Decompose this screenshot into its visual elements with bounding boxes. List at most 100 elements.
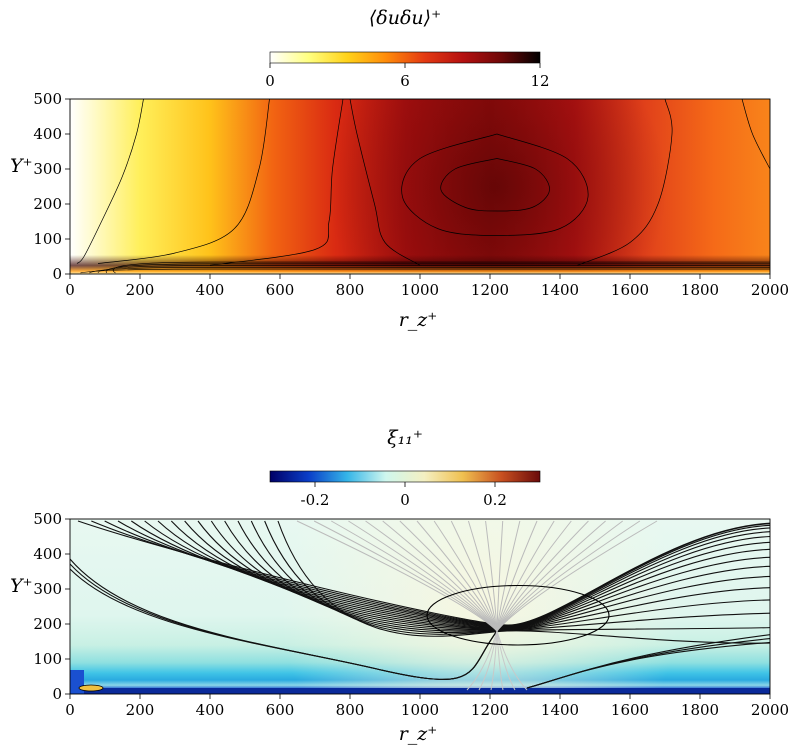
streamline-grey bbox=[496, 520, 521, 632]
colorbar-tick-label: -0.2 bbox=[301, 491, 330, 509]
colorbar-tick-label: 0.2 bbox=[483, 491, 507, 509]
streamline-grey bbox=[496, 520, 572, 632]
top-y-axis-label: Y⁺ bbox=[10, 155, 33, 177]
streamline-grey bbox=[478, 630, 498, 691]
bottom-axes: 0 200 400 600 800 1000 1200 1400 1600 1800 2000 0 10… bbox=[33, 510, 788, 719]
chart-top: ⟨δuδu⟩⁺ 0 6 12 0 200 400 600 800 1000 1200 1400 16… bbox=[10, 7, 788, 331]
top-x-axis-label: r_z⁺ bbox=[399, 309, 438, 331]
y-tick-label: 500 bbox=[33, 90, 62, 108]
near-wall-contour bbox=[89, 267, 770, 274]
y-tick-label: 400 bbox=[33, 125, 62, 143]
streamline-grey bbox=[399, 520, 498, 632]
x-tick-label: 1400 bbox=[541, 281, 579, 299]
contour-line bbox=[97, 99, 270, 264]
x-tick-label: 2000 bbox=[751, 281, 788, 299]
streamline-grey bbox=[485, 520, 498, 632]
x-tick-label: 1400 bbox=[541, 701, 579, 719]
y-tick-label: 200 bbox=[33, 195, 62, 213]
bottom-y-axis-label: Y⁺ bbox=[10, 575, 33, 597]
top-contour-lines bbox=[76, 99, 770, 274]
streamline-grey bbox=[365, 520, 498, 632]
y-tick-label: 300 bbox=[33, 580, 62, 598]
bottom-chart-title: ξ₁₁⁺ bbox=[387, 427, 423, 449]
streamline bbox=[277, 520, 770, 644]
x-tick-label: 1200 bbox=[471, 701, 509, 719]
top-colorbar-ticks: 0 6 12 bbox=[265, 63, 550, 90]
near-wall-positive-region bbox=[78, 684, 104, 692]
bottom-x-axis-label: r_z⁺ bbox=[399, 723, 438, 745]
streamline-grey bbox=[496, 520, 606, 632]
y-tick-label: 0 bbox=[52, 685, 62, 703]
colorbar-tick-label: 6 bbox=[400, 72, 410, 90]
x-tick-label: 800 bbox=[336, 701, 365, 719]
x-tick-label: 0 bbox=[65, 701, 75, 719]
x-tick-label: 800 bbox=[336, 281, 365, 299]
bottom-contour-ellipse bbox=[426, 584, 610, 646]
streamline-grey bbox=[296, 520, 498, 632]
streamline-grey bbox=[496, 520, 658, 632]
contour-line bbox=[209, 99, 344, 266]
top-colorbar bbox=[269, 51, 541, 64]
x-tick-label: 600 bbox=[266, 701, 295, 719]
bottom-heatmap bbox=[70, 519, 770, 694]
top-chart-title: ⟨δuδu⟩⁺ bbox=[369, 7, 441, 29]
streamline-grey bbox=[382, 520, 498, 632]
x-tick-label: 1200 bbox=[471, 281, 509, 299]
x-tick-label: 1000 bbox=[401, 701, 439, 719]
contour-line bbox=[577, 99, 673, 266]
streamline-grey bbox=[496, 520, 538, 632]
streamline-grey bbox=[348, 520, 498, 632]
near-wall-contour bbox=[80, 268, 770, 274]
x-tick-label: 400 bbox=[196, 281, 225, 299]
x-tick-label: 1800 bbox=[681, 281, 719, 299]
x-tick-label: 600 bbox=[266, 281, 295, 299]
near-wall-contour bbox=[97, 265, 770, 274]
streamline-grey bbox=[496, 520, 504, 632]
x-tick-label: 200 bbox=[126, 701, 155, 719]
streamline-grey bbox=[496, 630, 516, 691]
streamline-grey bbox=[467, 520, 498, 632]
y-tick-label: 500 bbox=[33, 510, 62, 528]
streamline-grey bbox=[490, 630, 498, 691]
colorbar-tick-label: 12 bbox=[530, 72, 549, 90]
bottom-colorbar-ticks: -0.2 0 0.2 bbox=[301, 482, 507, 509]
streamline-grey bbox=[496, 630, 504, 691]
y-tick-label: 200 bbox=[33, 615, 62, 633]
bottom-colorbar bbox=[269, 470, 541, 483]
streamline-grey bbox=[496, 520, 624, 632]
streamline-grey bbox=[496, 630, 528, 691]
x-tick-label: 0 bbox=[65, 281, 75, 299]
x-tick-label: 1600 bbox=[611, 701, 649, 719]
bottom-streamlines bbox=[70, 520, 770, 691]
streamline-grey bbox=[496, 520, 555, 632]
contour-line bbox=[76, 99, 144, 264]
colorbar-tick-label: 0 bbox=[265, 72, 275, 90]
y-tick-label: 100 bbox=[33, 650, 62, 668]
y-tick-label: 100 bbox=[33, 230, 62, 248]
y-tick-label: 0 bbox=[52, 265, 62, 283]
contour-line bbox=[440, 158, 550, 212]
top-heatmap bbox=[70, 99, 770, 274]
streamline-grey bbox=[496, 520, 641, 632]
streamline-grey bbox=[450, 520, 498, 632]
y-tick-label: 300 bbox=[33, 160, 62, 178]
chart-bottom: ξ₁₁⁺ -0.2 0 0.2 0 200 400 600 800 1000 1200 1400 1… bbox=[10, 427, 788, 745]
colorbar-tick-label: 0 bbox=[400, 491, 410, 509]
streamline bbox=[526, 641, 770, 689]
x-tick-label: 2000 bbox=[751, 701, 788, 719]
contour-line bbox=[401, 133, 589, 236]
near-wall-contour bbox=[105, 263, 770, 274]
top-axes: 0 200 400 600 800 1000 1200 1400 1600 1800 2000 0 10… bbox=[33, 90, 788, 299]
x-tick-label: 1800 bbox=[681, 701, 719, 719]
streamline-grey bbox=[416, 520, 498, 632]
streamline-grey bbox=[331, 520, 498, 632]
x-tick-label: 1000 bbox=[401, 281, 439, 299]
streamline bbox=[70, 568, 498, 680]
y-tick-label: 400 bbox=[33, 545, 62, 563]
streamline-grey bbox=[313, 520, 498, 632]
streamline-grey bbox=[496, 520, 589, 632]
streamline-grey bbox=[466, 630, 498, 691]
near-wall-contour bbox=[113, 261, 770, 274]
x-tick-label: 1600 bbox=[611, 281, 649, 299]
contour-line bbox=[349, 99, 421, 266]
